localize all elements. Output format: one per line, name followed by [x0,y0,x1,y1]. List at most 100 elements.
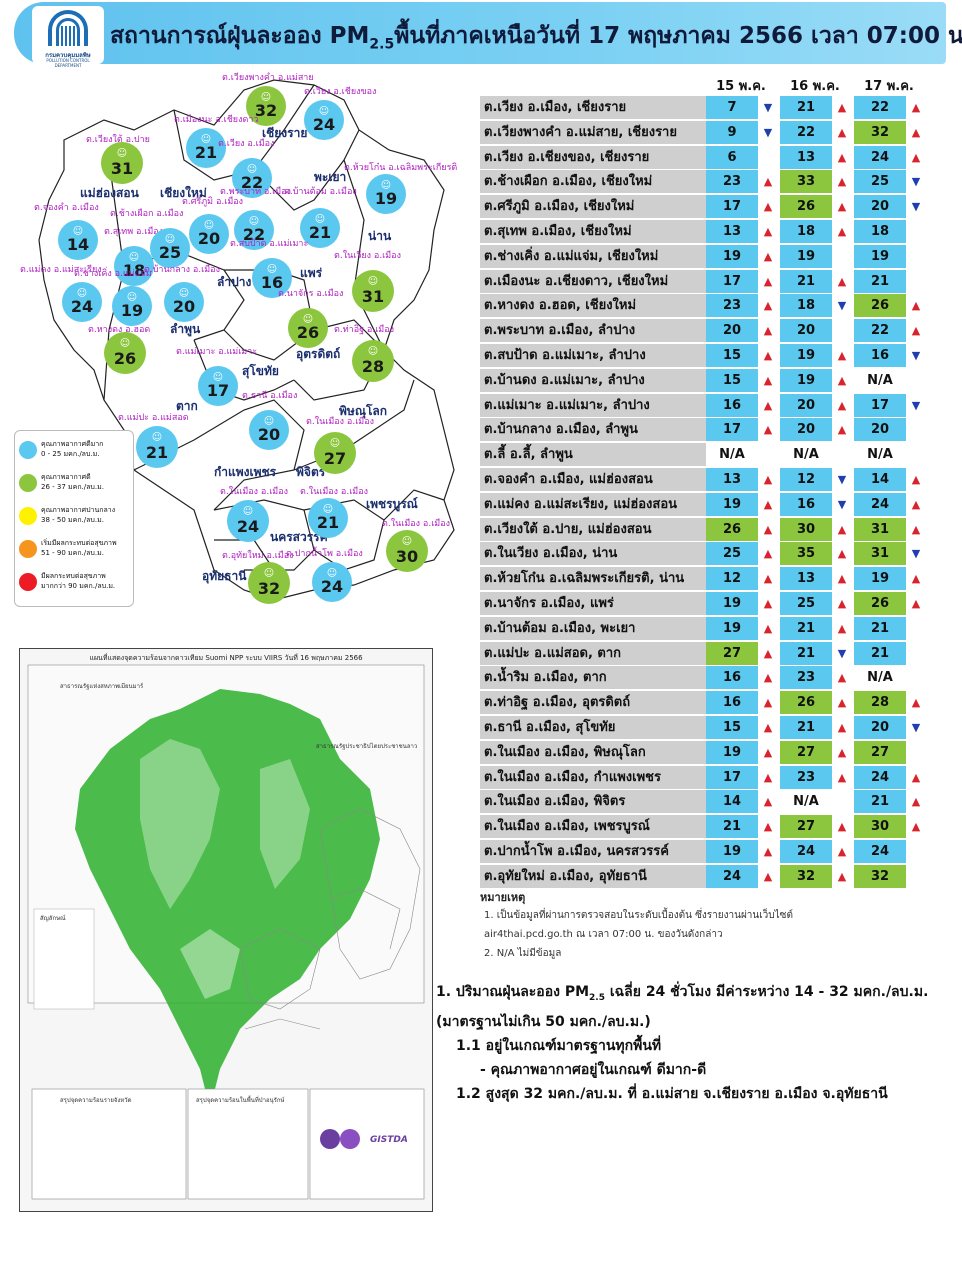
logo-inner-arc-icon [56,18,80,46]
province-label: อุทัยธานี [202,569,247,583]
sat-forest-summary-title: สรุปจุดความร้อนในพื้นที่ป่าอนุรักษ์ [196,1097,285,1104]
station-bubble: ☺ 20 [164,282,204,322]
station-name-cell: ต.เวียงใต้ อ.ปาย, แม่ฮ่องสอน [480,517,714,541]
station-bubble: ☺ 24 [304,100,344,140]
trend-up-icon: ▲ [763,299,773,313]
value-cell: 19 [854,244,906,268]
station-map-label: ต.สบป้าด อ.แม่เมาะ [230,239,309,249]
station-name-cell: ต.เวียงพางคำ อ.แม่สาย, เชียงราย [480,120,714,144]
trend-up-icon: ▲ [763,572,773,586]
value-cell: 17 [706,418,758,442]
value-cell: 17 [854,393,906,417]
station-bubble: ☺ 30 [386,530,428,572]
station-bubble-value: 32 [254,101,278,120]
value-cell: 15 [706,344,758,367]
station-map-label: ต.สุเทพ อ.เมือง [104,227,164,237]
table-row: ต.บ้านกลาง อ.เมือง, ลำพูน 17 ▲ 20 ▲ 20 [480,418,946,442]
station-bubble: ☺ 27 [314,432,356,474]
note-1: 1. เป็นข้อมูลที่ผ่านการตรวจสอบในระดับเบื… [484,910,793,921]
smile-face-icon: ☺ [322,504,334,515]
value-cell: 21 [854,269,906,293]
station-bubble: ☺ 31 [101,142,143,184]
hotspot-satellite-map: แผนที่แสดงจุดความร้อนจากดาวเทียม Suomi N… [19,648,433,1212]
value-cell: 19 [780,244,832,268]
trend-up-icon: ▲ [763,547,773,561]
table-row: ต.แม่คง อ.แม่สะเรียง, แม่ฮ่องสอน 19 ▲ 16 ▼ 24… [480,492,946,516]
value-cell: 21 [854,790,906,814]
legend-item: คุณภาพอากาศดีมาก 0 - 25 มคก./ลบ.ม. [19,439,131,467]
station-map-label: ต.ศรีภูมิ อ.เมือง [182,197,244,207]
value-cell: 13 [706,220,758,243]
station-map-label: ต.เมืองนะ อ.เชียงดาว [174,115,259,125]
province-label: เชียงใหม่ [160,186,207,200]
value-cell: 19 [706,492,758,516]
value-cell: 31 [854,517,906,541]
value-cell: 27 [780,815,832,839]
value-cell: 16 [854,344,906,367]
table-row: ต.เวียง อ.เชียงของ, เชียงราย 6 13 ▲ 24 ▲ [480,145,946,169]
station-name-cell: ต.ลี้ อ.ลี้, ลำพูน [480,443,714,467]
value-cell: 27 [706,641,758,665]
value-cell: 21 [854,616,906,640]
forest-cover-map [27,664,425,1200]
province-label: แม่ฮ่องสอน [80,186,139,200]
station-name-cell: ต.นาจักร อ.เมือง, แพร่ [480,592,714,615]
trend-up-icon: ▲ [911,101,921,114]
value-cell: 20 [854,195,906,219]
table-row: ต.เวียงพางคำ อ.แม่สาย, เชียงราย 9 ▼ 22 ▲ 32 ▲ [480,120,946,144]
value-cell: 18 [854,220,906,243]
province-label: แพร่ [300,266,323,280]
station-name-cell: ต.บ้านดง อ.แม่เมาะ, ลำปาง [480,368,714,392]
value-cell: 22 [854,96,906,119]
station-name-cell: ต.ธานี อ.เมือง, สุโขทัย [480,716,714,739]
value-cell: 17 [706,269,758,293]
trend-up-icon: ▲ [837,101,847,114]
trend-up-icon: ▲ [837,200,847,214]
value-cell: 19 [706,840,758,863]
smile-face-icon: ☺ [128,252,140,263]
table-row: ต.น้ำริม อ.เมือง, ตาก 16 ▲ 23 ▲ N/A [480,666,946,690]
station-map-label: ต.ในเวียง อ.เมือง [334,251,401,261]
value-cell: 15 [706,368,758,392]
province-label: กำแพงเพชร [214,465,277,479]
province-label: อุตรดิตถ์ [296,347,341,361]
station-bubble-value: 32 [257,579,281,598]
table-row: ต.สุเทพ อ.เมือง, เชียงใหม่ 13 ▲ 18 ▲ 18 [480,220,946,243]
logo-text: กรมควบคุมมลพิษ [45,52,91,59]
value-cell: 17 [706,195,758,219]
station-bubble: ☺ 32 [248,562,290,604]
station-map-label: ต.ห้วยโก๋น อ.เฉลิมพระเกียรติ [344,163,458,173]
station-name-cell: ต.พระบาท อ.เมือง, ลำปาง [480,319,714,343]
value-cell: 6 [706,145,758,169]
legend-range: 51 - 90 มคก./ลบ.ม. [41,549,104,557]
value-cell: 13 [780,145,832,169]
trend-up-icon: ▲ [763,423,773,437]
table-row: ต.ในเวียง อ.เมือง, น่าน 25 ▲ 35 ▲ 31 ▼ [480,542,946,566]
legend-range: มากกว่า 90 มคก./ลบ.ม. [41,582,116,590]
province-label: ลำปาง [217,275,252,289]
station-name-cell: ต.ในเวียง อ.เมือง, น่าน [480,542,714,566]
legend-label: คุณภาพอากาศปานกลาง [41,506,116,514]
smile-face-icon: ☺ [178,288,190,299]
station-name-cell: ต.จองคำ อ.เมือง, แม่ฮ่องสอน [480,468,714,491]
smile-face-icon: ☺ [72,226,84,237]
value-cell: 35 [780,542,832,566]
station-map-label: ต.ในเมือง อ.เมือง [306,417,374,427]
station-map-label: ต.แม่เมาะ อ.แม่เมาะ [176,347,258,357]
trend-up-icon: ▲ [837,274,847,288]
summary-line-1-sub: 2.5 [589,992,605,1003]
table-row: ต.ธานี อ.เมือง, สุโขทัย 15 ▲ 21 ▲ 20 ▼ [480,716,946,739]
value-cell: N/A [780,443,832,467]
station-name-cell: ต.สุเทพ อ.เมือง, เชียงใหม่ [480,220,714,243]
sat-country-label: สาธารณรัฐประชาธิปไตยประชาชนลาว [316,743,418,750]
trend-up-icon: ▲ [911,522,921,536]
trend-up-icon: ▲ [763,621,773,635]
station-bubble: ☺ 24 [227,500,269,542]
station-map-label: ต.แม่คง อ.แม่สะเรียง [20,265,102,275]
value-cell: 32 [780,864,832,888]
trend-up-icon: ▲ [763,398,773,412]
province-outline-map [38,79,455,601]
station-bubble-value: 31 [361,287,385,306]
value-cell: 20 [854,418,906,442]
summary: 1. ปริมาณฝุ่นละออง PM2.5 เฉลี่ย 24 ชั่วโ… [436,980,952,1106]
